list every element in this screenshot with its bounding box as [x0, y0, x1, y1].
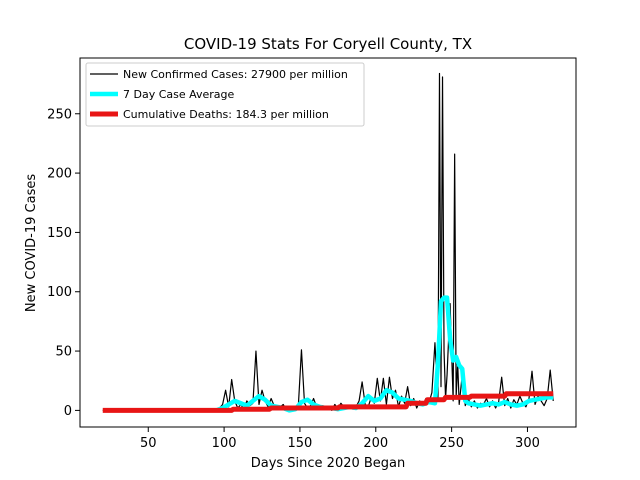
legend: New Confirmed Cases: 27900 per million 7 … — [85, 62, 365, 127]
x-axis-label: Days Since 2020 Began — [251, 456, 406, 471]
legend-entries: New Confirmed Cases: 27900 per million 7 … — [90, 68, 348, 121]
plot-series — [102, 72, 554, 413]
x-tick-label: 300 — [515, 436, 540, 451]
x-axis: 50 100 150 200 250 300 — [140, 427, 540, 451]
x-tick-label: 50 — [140, 436, 157, 451]
y-tick-label: 100 — [47, 285, 72, 300]
x-tick-label: 150 — [288, 436, 313, 451]
y-tick-label: 250 — [47, 107, 72, 122]
legend-box — [85, 62, 365, 127]
chart-title: COVID-19 Stats For Coryell County, TX — [184, 35, 472, 53]
plot-frame — [79, 57, 577, 428]
y-tick-label: 0 — [64, 404, 72, 419]
x-tick-label: 250 — [439, 436, 464, 451]
y-tick-label: 150 — [47, 226, 72, 241]
x-tick-label: 100 — [212, 436, 237, 451]
y-tick-label: 50 — [55, 345, 72, 360]
legend-label-3: Cumulative Deaths: 184.3 per million — [123, 108, 329, 121]
legend-label-1: New Confirmed Cases: 27900 per million — [123, 68, 348, 81]
series-line-3 — [102, 391, 554, 413]
y-tick-label: 200 — [47, 167, 72, 182]
x-tick-label: 200 — [363, 436, 388, 451]
legend-label-2: 7 Day Case Average — [123, 88, 235, 101]
y-axis-label: New COVID-19 Cases — [24, 174, 39, 312]
y-axis: 0 50 100 150 200 250 — [47, 107, 80, 419]
